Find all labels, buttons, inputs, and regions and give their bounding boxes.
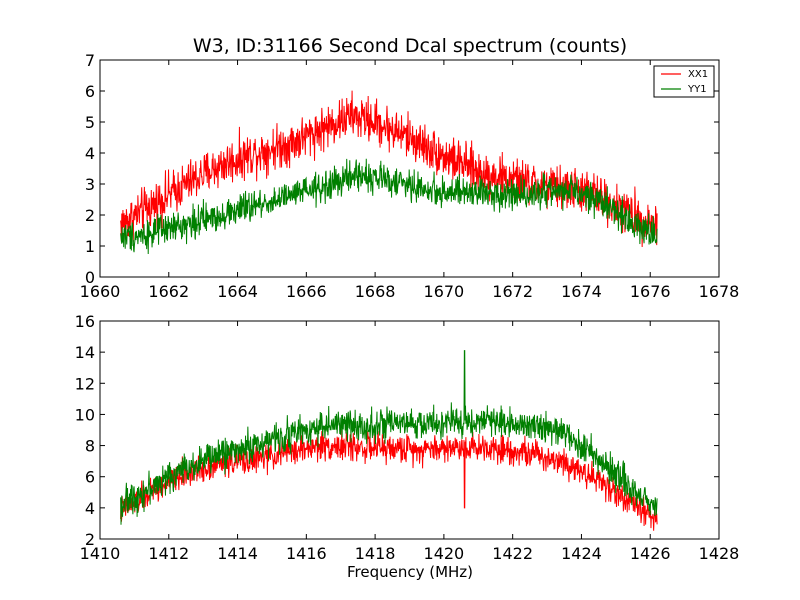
top-x-tick-label: 1664 (217, 282, 258, 301)
top-x-tick-label: 1674 (561, 282, 602, 301)
bottom-y-tick-label: 8 (85, 437, 95, 456)
bottom-y-tick-label: 4 (85, 499, 95, 518)
bottom-x-tick-label: 1422 (492, 544, 533, 563)
top-x-tick-label: 1666 (286, 282, 327, 301)
top-y-tick-label: 4 (85, 144, 95, 163)
legend-label-yy1: YY1 (687, 84, 707, 95)
top-series-xx1-line (120, 90, 658, 247)
x-axis-label: Frequency (MHz) (347, 563, 473, 581)
bottom-x-tick-label: 1414 (217, 544, 258, 563)
bottom-x-tick-label: 1418 (355, 544, 396, 563)
top-y-tick-label: 2 (85, 206, 95, 225)
top-x-tick-label: 1678 (699, 282, 740, 301)
bottom-x-tick-label: 1410 (80, 544, 121, 563)
bottom-x-tick-label: 1412 (148, 544, 189, 563)
bottom-y-tick-label: 12 (75, 374, 95, 393)
bottom-x-tick-label: 1420 (424, 544, 465, 563)
top-series-yy1-line (120, 158, 658, 254)
bottom-y-tick-label: 10 (75, 405, 95, 424)
bottom-x-tick-label: 1426 (630, 544, 671, 563)
top-x-tick-label: 1672 (492, 282, 533, 301)
top-x-tick-label: 1676 (630, 282, 671, 301)
top-y-tick-label: 6 (85, 82, 95, 101)
bottom-x-tick-label: 1428 (699, 544, 740, 563)
bottom-x-tick-label: 1424 (561, 544, 602, 563)
chart-title: W3, ID:31166 Second Dcal spectrum (count… (193, 35, 627, 57)
top-y-tick-label: 5 (85, 113, 95, 132)
legend-box (653, 65, 715, 98)
top-x-tick-label: 1660 (80, 282, 121, 301)
bottom-x-tick-label: 1416 (286, 544, 327, 563)
bottom-panel: 1410 1412 1414 1416 1418 1420 1422 1424 1426 1428… (75, 312, 740, 563)
top-x-tick-label: 1662 (148, 282, 189, 301)
legend-label-xx1: XX1 (688, 69, 708, 80)
top-y-tick-label: 0 (85, 268, 95, 287)
top-panel: 1660 1662 1664 1666 1668 1670 1672 1674 1676 1678… (80, 51, 740, 301)
bottom-y-tick-label: 6 (85, 468, 95, 487)
top-x-tick-label: 1670 (424, 282, 465, 301)
top-y-tick-label: 3 (85, 175, 95, 194)
top-y-tick-label: 1 (85, 237, 95, 256)
top-x-tick-label: 1668 (355, 282, 396, 301)
bottom-y-tick-label: 2 (85, 530, 95, 549)
bottom-series-yy1-line (120, 350, 658, 525)
bottom-axes-frame (99, 320, 720, 540)
top-axes-frame (99, 59, 720, 278)
bottom-y-tick-label: 14 (75, 343, 95, 362)
legend: XX1 YY1 (653, 65, 715, 98)
bottom-y-tick-label: 16 (75, 312, 95, 331)
bottom-series-xx1-line (120, 429, 658, 531)
top-y-tick-label: 7 (85, 51, 95, 70)
